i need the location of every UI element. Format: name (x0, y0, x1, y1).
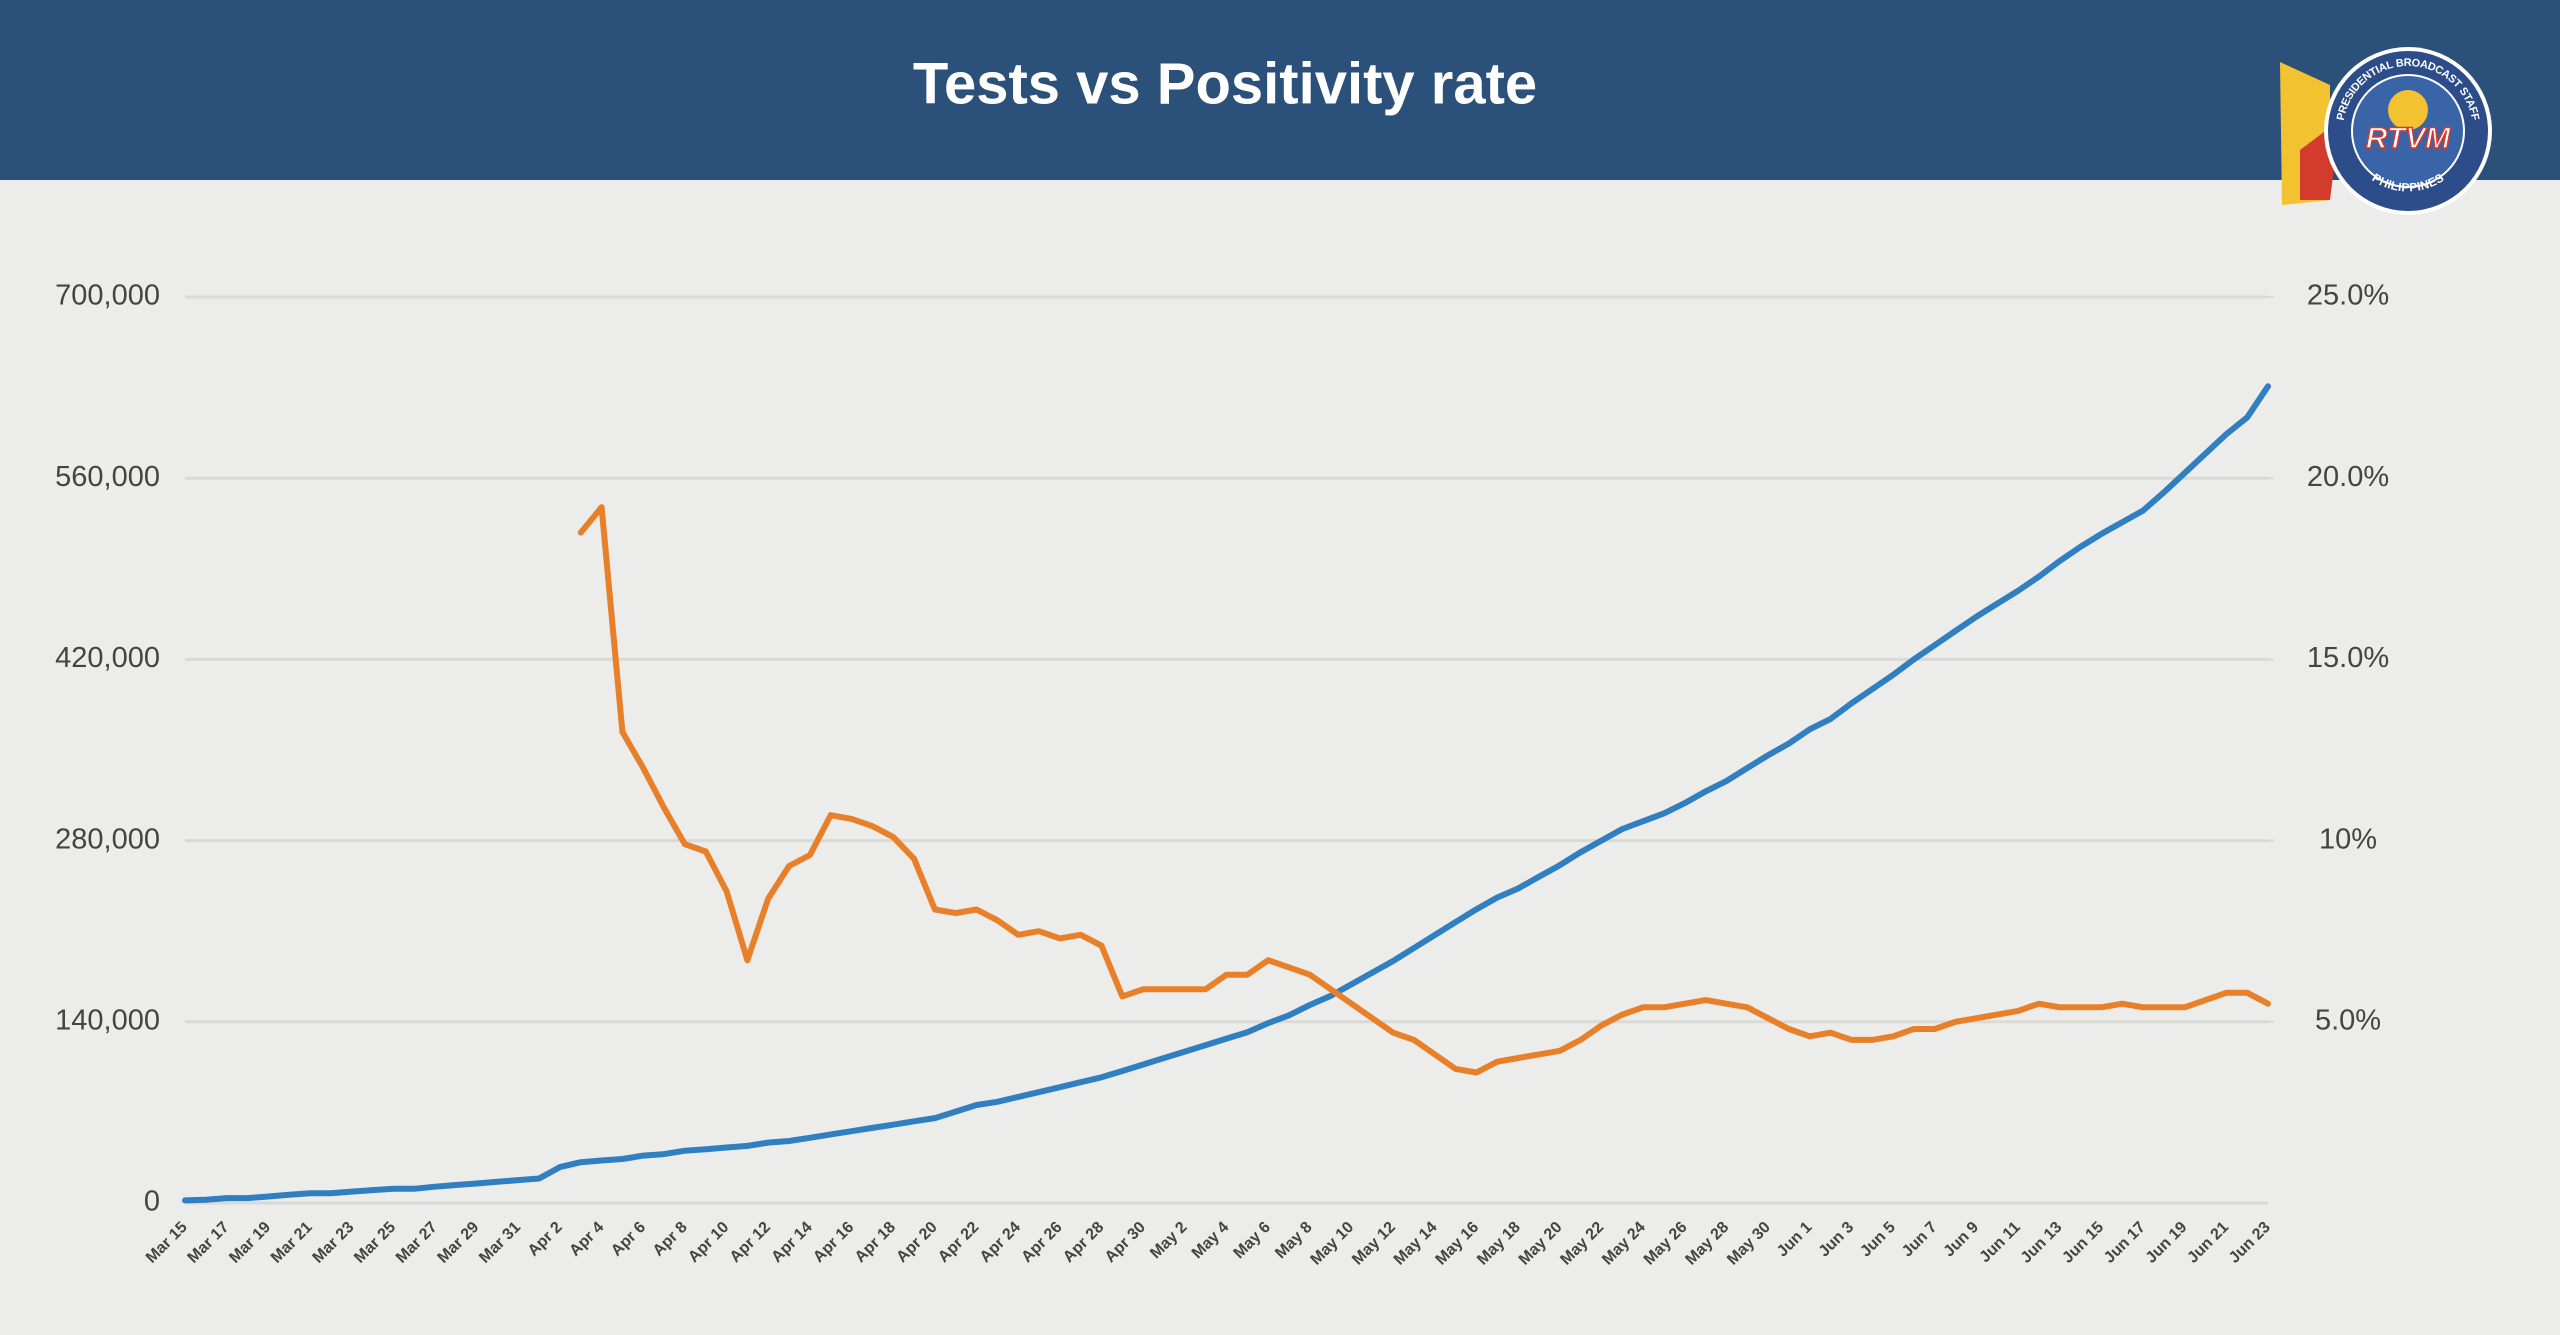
y-tick-label: 280,000 (55, 823, 160, 855)
y-tick-label: 0 (144, 1186, 160, 1218)
series-line (577, 504, 2271, 1076)
y-tick-label: 560,000 (55, 461, 160, 493)
logo-name: RTVM (2366, 122, 2451, 155)
logo-inner (2351, 74, 2465, 188)
chart-title: Tests vs Positivity rate (913, 51, 1537, 116)
y2-tick-label: 25.0% (2307, 280, 2389, 312)
y2-tick-label: 5.0% (2315, 1004, 2381, 1036)
y-tick-label: 420,000 (55, 642, 160, 674)
series-line (182, 383, 2271, 1204)
y2-tick-label: 20.0% (2307, 461, 2389, 493)
y-tick-label: 700,000 (55, 280, 160, 312)
y2-tick-label: 15.0% (2307, 642, 2389, 674)
y-tick-label: 140,000 (55, 1004, 160, 1036)
logo-sun (2388, 90, 2428, 130)
logo: PRESIDENTIAL BROADCAST STAFF PHILIPPINES… (2280, 47, 2492, 215)
header-band (0, 0, 2560, 180)
y2-tick-label: 10% (2319, 823, 2377, 855)
